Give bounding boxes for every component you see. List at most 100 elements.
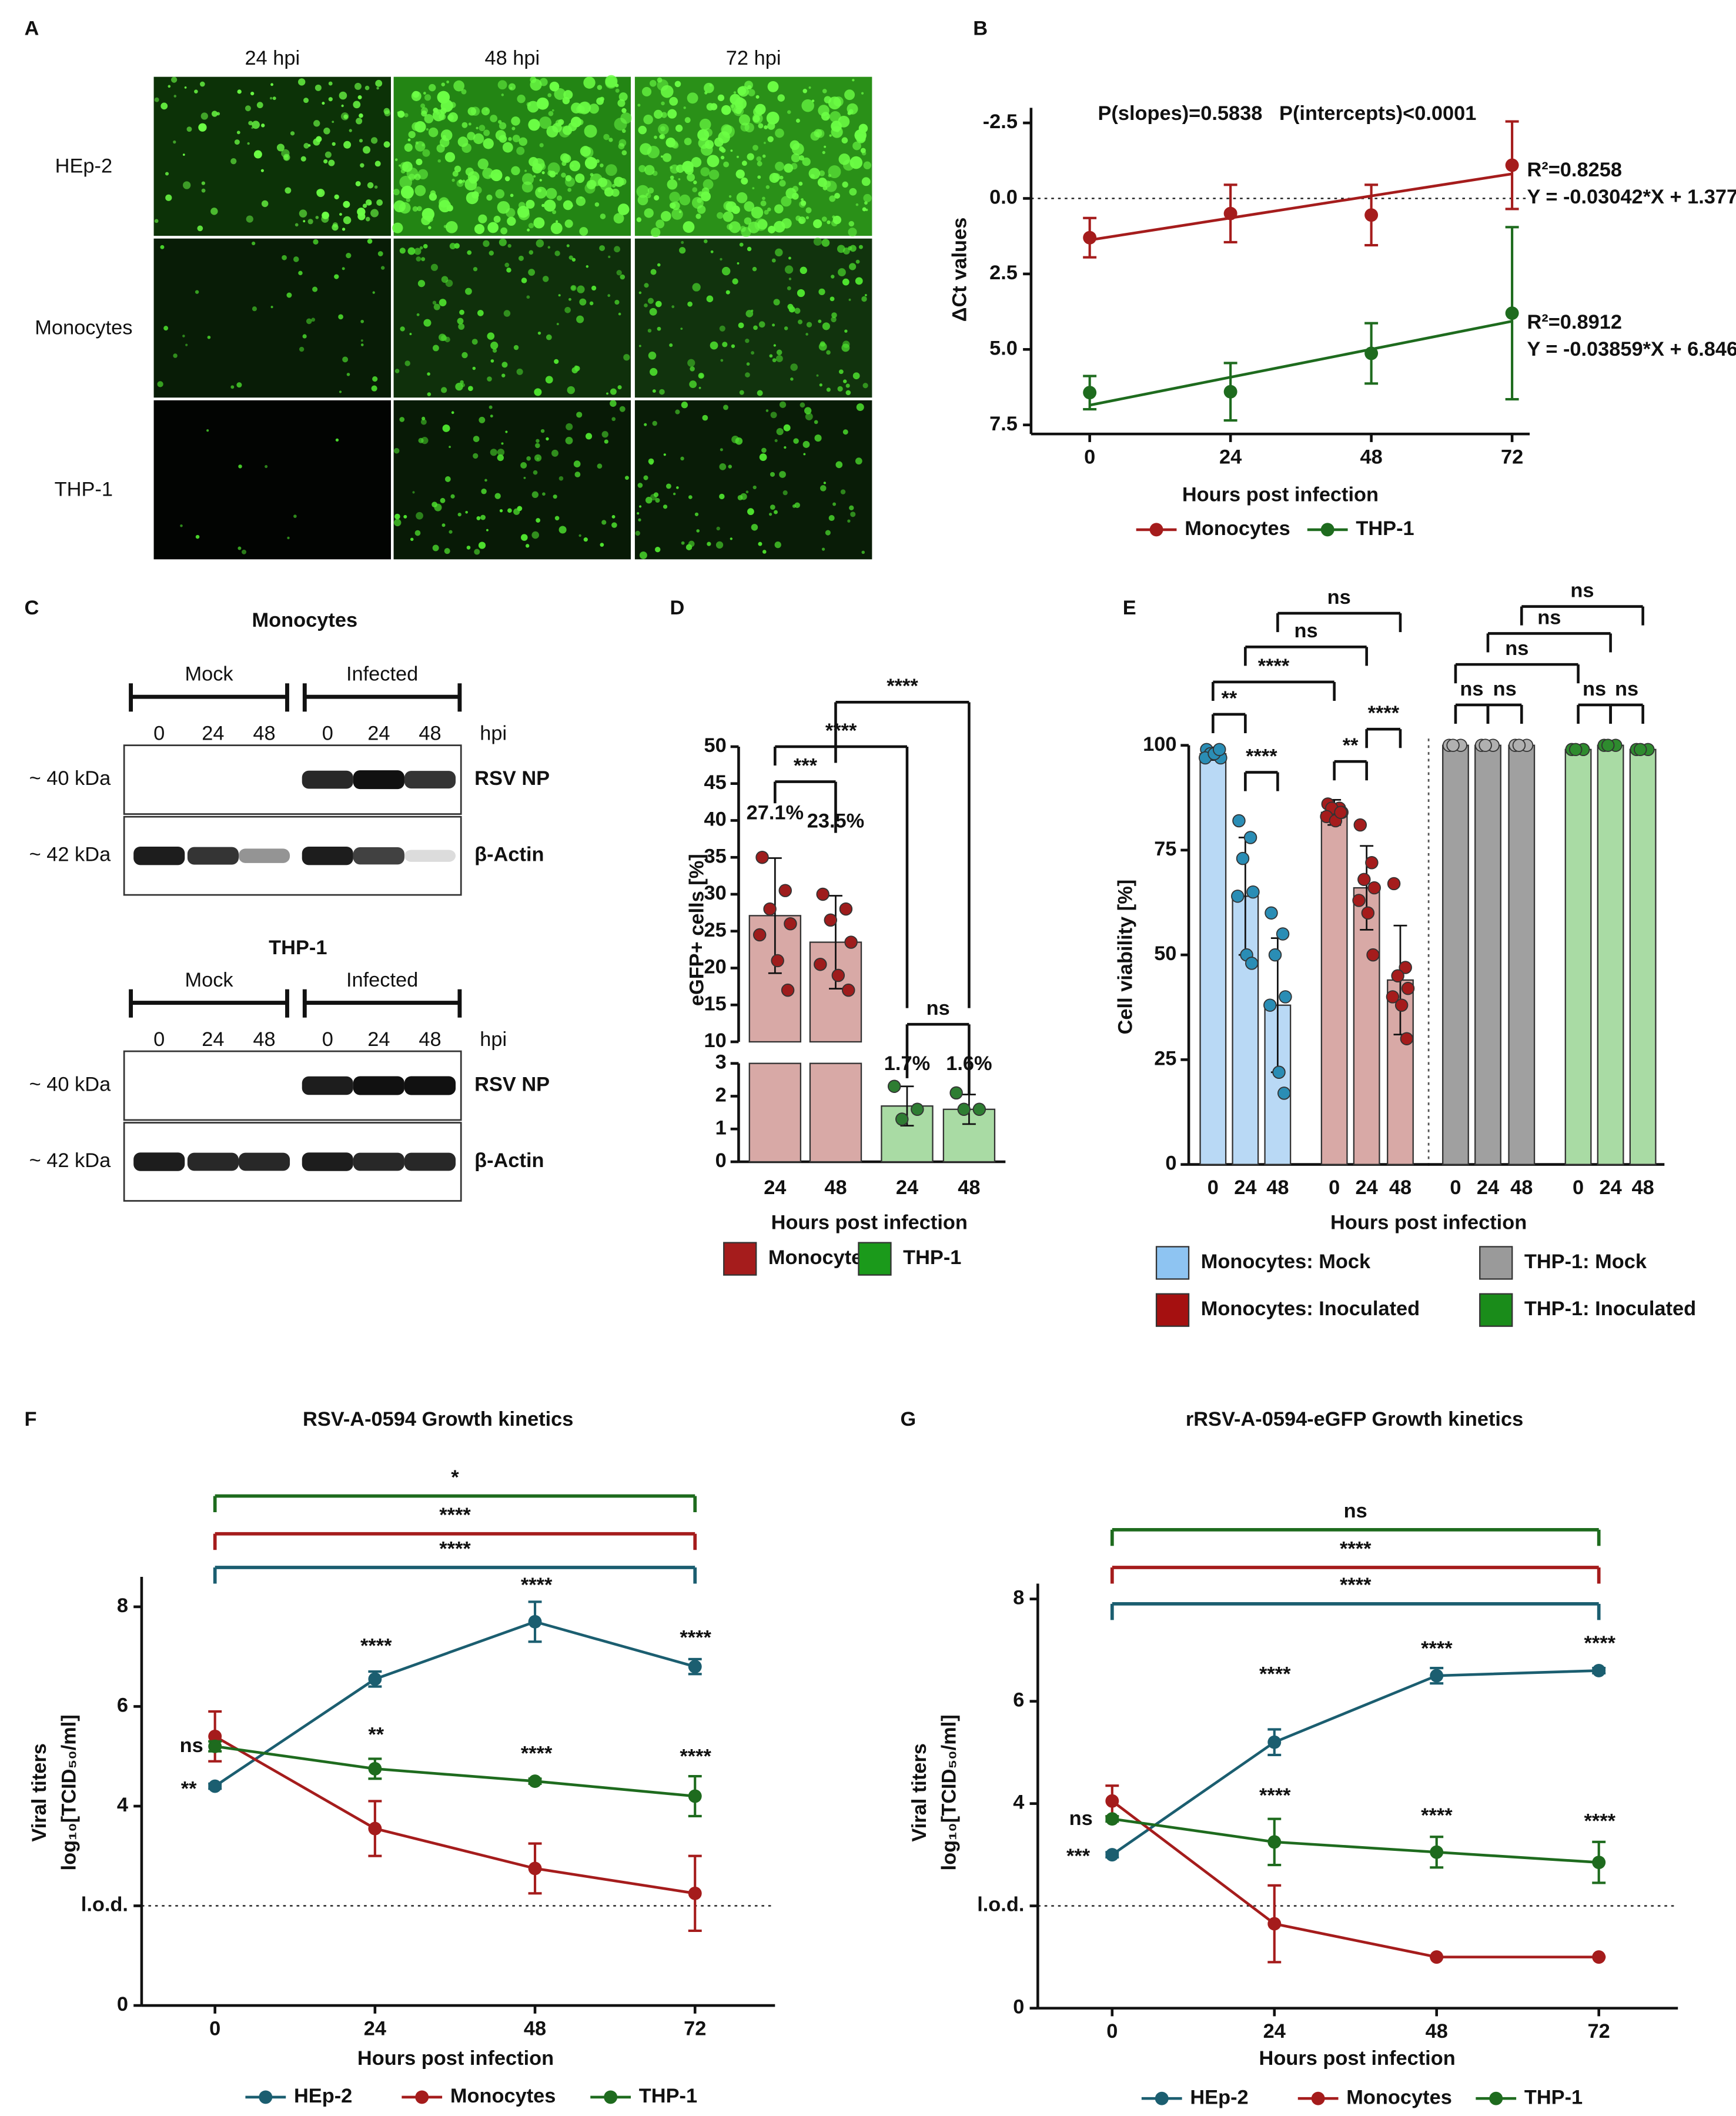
cell-dot (838, 268, 846, 276)
cell-dot (784, 163, 794, 173)
y-tick-label: -2.5 (983, 111, 1018, 133)
cell-dot (461, 352, 468, 359)
cell-dot (684, 138, 692, 145)
y-tick-label: 6 (117, 1694, 128, 1717)
cell-dot (536, 439, 540, 443)
cell-dot (818, 342, 827, 351)
marker (368, 1821, 382, 1836)
cell-dot (420, 103, 426, 109)
cell-dot (775, 162, 784, 171)
cell-dot (642, 86, 652, 97)
bar (1199, 753, 1227, 1165)
cell-dot (747, 246, 752, 252)
data-point (1357, 873, 1371, 887)
cell-dot (477, 310, 484, 316)
cell-dot (643, 115, 653, 125)
bar (1629, 748, 1657, 1165)
cell-dot (370, 209, 379, 218)
cell-dot (795, 118, 800, 123)
cell-dot (460, 380, 464, 385)
cell-dot (700, 167, 710, 176)
cell-dot (473, 267, 478, 272)
cell-dot (758, 321, 765, 328)
x-tick-label: 24 (364, 2017, 386, 2040)
cell-dot (302, 334, 307, 339)
blot-title: Monocytes (252, 609, 358, 631)
x-axis-label: Hours post infection (1330, 1212, 1527, 1234)
cell-dot (506, 268, 511, 273)
cell-dot (424, 94, 432, 101)
cell-dot (312, 286, 318, 292)
cell-dot (604, 439, 608, 444)
column-label: 48 hpi (484, 47, 540, 69)
cell-dot (804, 407, 812, 414)
y-tick-label: 25 (1154, 1047, 1176, 1069)
cell-dot (680, 327, 683, 330)
marker (1267, 1735, 1282, 1749)
cell-dot (180, 524, 183, 527)
cell-dot (751, 351, 755, 355)
cell-dot (444, 476, 451, 482)
cell-dot (269, 96, 273, 100)
marker (1267, 1917, 1282, 1931)
cell-dot (449, 446, 451, 449)
protein-label: β-Actin (474, 844, 544, 866)
cell-dot (688, 540, 695, 547)
cell-dot (751, 524, 758, 531)
cell-dot (775, 128, 784, 138)
cell-dot (297, 78, 306, 86)
cell-dot (829, 296, 835, 302)
cell-dot (605, 164, 617, 176)
cell-dot (735, 169, 745, 179)
cell-dot (723, 161, 730, 168)
cell-dot (441, 82, 446, 86)
cell-dot (252, 121, 260, 129)
data-point (763, 902, 777, 916)
significance-label: **** (680, 1745, 711, 1767)
cell-dot (669, 191, 680, 203)
cell-dot (195, 290, 199, 294)
panel-letter: F (24, 1408, 36, 1430)
cell-dot (623, 354, 630, 361)
cell-dot (650, 269, 657, 275)
cell-dot (210, 208, 218, 215)
cell-dot (542, 492, 546, 496)
bracket-label: **** (1340, 1537, 1372, 1560)
cell-dot (338, 314, 343, 320)
cell-dot (740, 122, 750, 132)
cell-dot (303, 220, 306, 223)
legend-marker (1155, 2091, 1169, 2105)
y-tick-label: l.o.d. (81, 1894, 128, 1916)
cell-dot (439, 333, 446, 342)
cell-dot (544, 199, 556, 212)
data-point (911, 1102, 924, 1116)
cell-dot (429, 83, 436, 92)
bracket-label: *** (794, 754, 818, 777)
cell-dot (655, 498, 660, 503)
cell-dot (154, 97, 159, 102)
band (302, 1152, 353, 1171)
cell-dot (429, 193, 437, 201)
cell-dot (550, 222, 563, 235)
cell-dot (640, 143, 652, 155)
cell-dot (768, 513, 772, 516)
legend-label: THP-1: Inoculated (1524, 1298, 1696, 1320)
bracket-label: **** (825, 720, 857, 742)
cell-dot (270, 306, 273, 309)
cell-dot (154, 219, 159, 223)
cell-dot (758, 123, 764, 129)
cell-dot (703, 179, 714, 190)
cell-dot (615, 83, 619, 88)
cell-dot (490, 449, 497, 456)
cell-dot (206, 429, 209, 432)
cell-dot (638, 165, 646, 173)
cell-dot (638, 518, 641, 522)
cell-dot (497, 200, 510, 214)
y-axis-label: log₁₀[TCID₅₀/ml] (938, 1714, 960, 1870)
cell-dot (540, 429, 545, 433)
cell-dot (399, 417, 405, 422)
cell-dot (374, 161, 381, 167)
cell-dot (751, 206, 764, 219)
cell-dot (160, 245, 165, 249)
data-point (784, 917, 797, 931)
